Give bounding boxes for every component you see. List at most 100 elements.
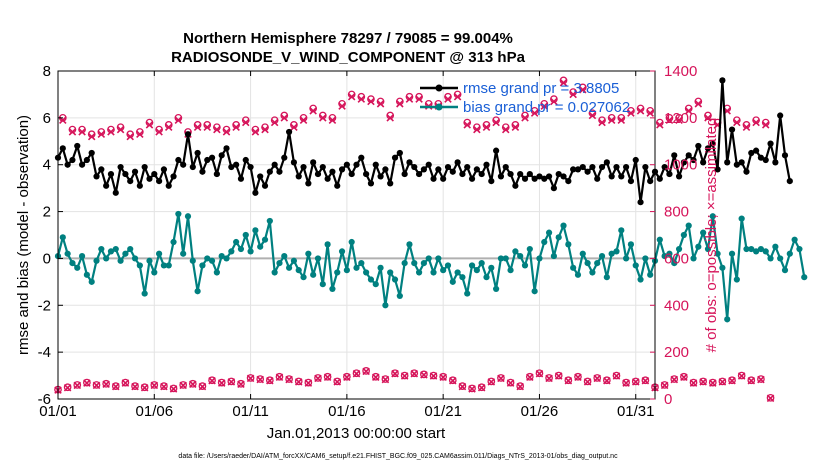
- obs-assimilated-point: [410, 369, 419, 378]
- obs-possible-point: [458, 382, 467, 390]
- obs-assimilated-point: [709, 379, 717, 387]
- plot-frame: [57, 70, 656, 400]
- obs-possible-point: [574, 372, 582, 381]
- obs-possible-point: [256, 375, 265, 383]
- obs-assimilated-point: [728, 376, 736, 385]
- obs-assimilated-point: [757, 375, 765, 384]
- obs-assimilated-point: [102, 380, 110, 389]
- rmse-point: [391, 154, 399, 161]
- bias-point: [411, 260, 418, 267]
- obs-assimilated-point: [718, 378, 727, 386]
- rmse-point: [459, 170, 466, 178]
- rmse-point: [223, 145, 230, 152]
- obs-possible-point: [757, 375, 765, 383]
- bias-point: [324, 241, 331, 248]
- obs-assimilated-point: [343, 373, 351, 381]
- rmse-point: [218, 152, 225, 159]
- bias-point: [594, 260, 601, 267]
- bias-point: [555, 234, 562, 241]
- rmse-point: [420, 166, 428, 173]
- obs-possible-point: [670, 375, 679, 383]
- rmse-point: [584, 168, 591, 175]
- obs-assimilated-point: [497, 374, 505, 383]
- rmse-point: [295, 173, 302, 180]
- obs-possible-point: [708, 378, 717, 387]
- rmse-point: [786, 178, 793, 185]
- obs-assimilated-point: [136, 130, 144, 139]
- obs-possible-point: [593, 374, 602, 382]
- rmse-point: [642, 163, 649, 171]
- obs-assimilated-point: [198, 382, 207, 391]
- rmse-point: [497, 173, 505, 180]
- obs-assimilated-point: [612, 372, 621, 380]
- bias-point: [526, 245, 533, 253]
- obs-possible-point: [612, 371, 621, 380]
- obs-possible-point: [747, 376, 756, 385]
- rmse-point: [613, 163, 620, 171]
- rmse-point: [363, 170, 370, 178]
- bias-point: [396, 292, 403, 300]
- rmse-point: [719, 77, 726, 84]
- obs-assimilated-point: [458, 382, 467, 391]
- bias-point: [618, 227, 625, 234]
- obs-possible-point: [603, 376, 611, 385]
- rmse-point: [156, 178, 163, 185]
- obs-assimilated-point: [280, 114, 289, 122]
- obs-assimilated-point: [174, 116, 183, 124]
- rmse-point: [237, 175, 245, 182]
- rmse-point: [141, 163, 148, 171]
- rmse-point: [242, 156, 249, 164]
- rmse-point: [74, 142, 81, 150]
- data-marks: [54, 76, 808, 403]
- bias-point: [767, 255, 774, 262]
- rmse-point: [488, 178, 495, 185]
- rmse-point: [724, 159, 731, 166]
- bias-point: [536, 255, 543, 262]
- obs-assimilated-point: [352, 369, 361, 378]
- rmse-point: [415, 170, 423, 178]
- bias-point: [189, 257, 196, 264]
- rmse-point: [748, 149, 755, 157]
- rmse-point: [98, 166, 105, 173]
- rmse-point: [271, 161, 278, 168]
- rmse-point: [589, 163, 596, 171]
- y2-axis-label: # of obs: o=possible; ×=assimilated: [703, 118, 720, 353]
- obs-assimilated-point: [381, 375, 390, 384]
- bias-point: [257, 243, 264, 250]
- rmse-point: [512, 182, 519, 189]
- bias-point: [502, 255, 509, 262]
- bias-point: [165, 262, 172, 269]
- obs-assimilated-point: [636, 107, 645, 115]
- obs-possible-point: [554, 371, 563, 380]
- obs-assimilated-point: [607, 116, 616, 124]
- rmse-point: [632, 156, 639, 164]
- rmse-point: [545, 173, 553, 180]
- obs-assimilated-point: [733, 118, 741, 127]
- bias-point: [69, 260, 76, 267]
- obs-assimilated-point: [261, 125, 269, 134]
- rmse-point: [281, 154, 288, 161]
- bias-point: [314, 255, 322, 262]
- plot-area: [58, 71, 655, 399]
- obs-assimilated-point: [367, 97, 375, 106]
- y-axis-label: rmse and bias (model - observation): [15, 115, 32, 355]
- obs-possible-point: [169, 384, 178, 393]
- bias-point: [493, 285, 500, 292]
- rmse-point: [252, 189, 259, 196]
- bias-point: [367, 276, 375, 283]
- rmse-point: [700, 159, 707, 166]
- obs-possible-point: [352, 369, 361, 378]
- obs-assimilated-point: [112, 382, 120, 391]
- rmse-point: [334, 182, 341, 189]
- rmse-point: [228, 163, 235, 171]
- rmse-point: [594, 175, 601, 182]
- obs-possible-point: [448, 376, 457, 385]
- obs-assimilated-point: [126, 132, 134, 141]
- obs-assimilated-point: [468, 385, 476, 393]
- obs-possible-point: [631, 377, 640, 386]
- rmse-point: [329, 168, 336, 175]
- obs-assimilated-point: [530, 109, 539, 117]
- bias-point: [690, 255, 697, 262]
- bias-point: [266, 217, 273, 225]
- bias-point: [199, 262, 206, 269]
